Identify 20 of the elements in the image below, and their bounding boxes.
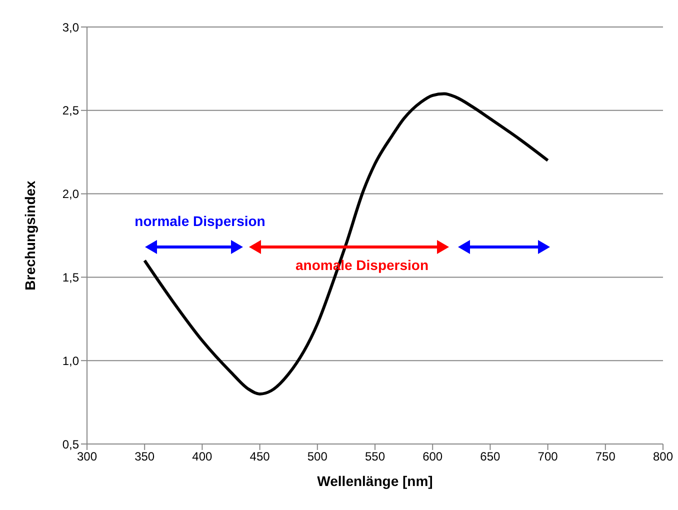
y-tick-label: 1,5: [62, 270, 80, 284]
x-tick-label: 550: [364, 450, 386, 464]
x-tick-label: 800: [652, 450, 674, 464]
y-tick-label: 3,0: [62, 20, 80, 34]
x-tick-label: 600: [422, 450, 443, 464]
y-tick-label: 2,0: [62, 187, 80, 202]
y-tick-label: 2,5: [62, 104, 80, 118]
x-tick-label: 300: [76, 450, 98, 464]
x-tick-label: 700: [538, 450, 558, 464]
y-axis-title: Brechungsindex: [22, 180, 38, 290]
annotation: normale Dispersion: [134, 213, 266, 229]
x-tick-label: 350: [134, 450, 155, 464]
y-tick-label: 1,0: [62, 354, 80, 368]
y-tick-label: 0,5: [62, 437, 80, 452]
x-tick-label: 450: [250, 450, 270, 464]
x-axis-title: Wellenlänge [nm]: [317, 473, 433, 489]
x-tick-label: 400: [192, 450, 213, 464]
x-tick-label: 500: [307, 450, 328, 464]
x-tick-label: 750: [595, 450, 616, 464]
x-tick-label: 650: [480, 450, 501, 464]
